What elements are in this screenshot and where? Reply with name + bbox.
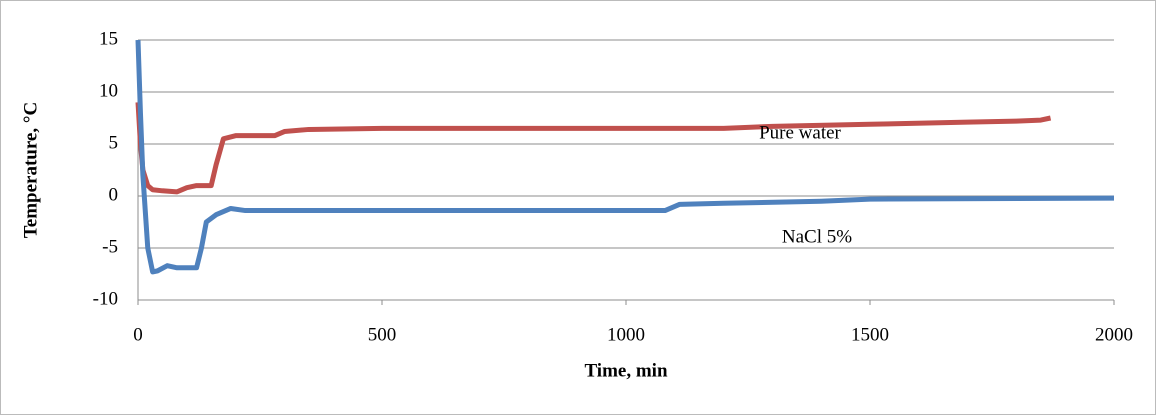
y-tick-label: -10: [93, 288, 118, 309]
series-label: Pure water: [759, 122, 841, 143]
x-tick-label: 2000: [1095, 324, 1133, 345]
x-tick-label: 0: [133, 324, 143, 345]
series-label: NaCl 5%: [782, 226, 852, 247]
data-line: [135, 39, 1115, 275]
x-tick-label: 1000: [607, 324, 645, 345]
y-tick-label: 15: [99, 28, 118, 49]
y-tick-label: 10: [99, 80, 118, 101]
x-axis-label: Time, min: [584, 360, 667, 381]
y-tick-label: 5: [109, 132, 119, 153]
y-tick-label: -5: [102, 236, 118, 257]
y-tick-label: 0: [109, 184, 119, 205]
x-tick-label: 500: [368, 324, 397, 345]
y-axis-label: Temperature, °C: [20, 102, 41, 238]
data-line: [135, 102, 1052, 195]
x-tick-label: 1500: [851, 324, 889, 345]
